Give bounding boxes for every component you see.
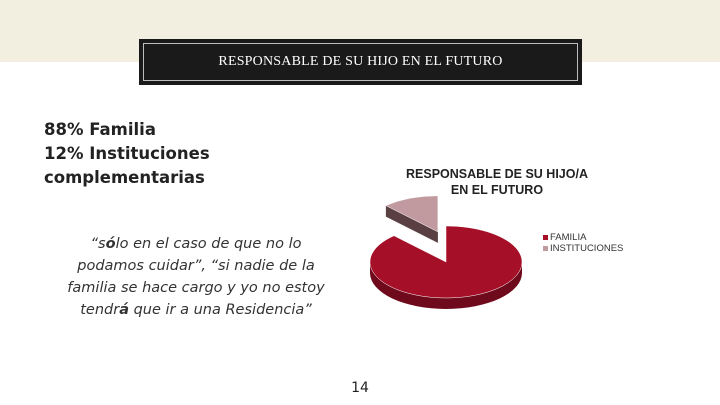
title-frame: RESPONSABLE DE SU HIJO EN EL FUTURO — [143, 43, 578, 81]
stat-family: 88% Familia — [44, 120, 156, 139]
quote-line-3: familia se hace cargo y yo no estoy — [67, 280, 325, 296]
slide-title: RESPONSABLE DE SU HIJO EN EL FUTURO — [218, 54, 503, 69]
legend-swatch-instituciones — [543, 246, 548, 251]
quote-line-4: tendrá que ir a una Residencia” — [80, 302, 312, 318]
legend-swatch-familia — [543, 235, 548, 240]
quote-line-1: “sólo en el caso de que no lo — [90, 236, 302, 252]
legend-item-familia: FAMILIA — [543, 232, 623, 243]
legend-label-instituciones: INSTITUCIONES — [550, 243, 624, 254]
stats-block: 88% Familia 12% Instituciones complement… — [44, 118, 304, 190]
legend-item-instituciones: INSTITUCIONES — [543, 243, 623, 254]
chart-title-line-2: EN EL FUTURO — [450, 183, 544, 197]
legend-label-familia: FAMILIA — [550, 232, 587, 243]
chart-title-line-1: RESPONSABLE DE SU HIJO/A — [406, 167, 588, 181]
stat-institutions-cont: complementarias — [44, 168, 205, 187]
chart-legend: FAMILIA INSTITUCIONES — [543, 232, 623, 254]
quote-line-2: podamos cuidar”, “si nadie de la — [77, 258, 315, 274]
stat-institutions: 12% Instituciones — [44, 144, 210, 163]
page-number: 14 — [351, 380, 369, 396]
pie-slice-familia — [369, 225, 523, 299]
pie-side-start-instituciones — [385, 205, 438, 243]
pie-rim-familia — [370, 262, 522, 309]
chart-title: RESPONSABLE DE SU HIJO/A EN EL FUTURO — [370, 166, 624, 198]
title-banner: RESPONSABLE DE SU HIJO EN EL FUTURO — [139, 39, 582, 85]
pie-slice-instituciones — [385, 195, 439, 233]
quote-block: “sólo en el caso de que no lo podamos cu… — [40, 233, 352, 321]
